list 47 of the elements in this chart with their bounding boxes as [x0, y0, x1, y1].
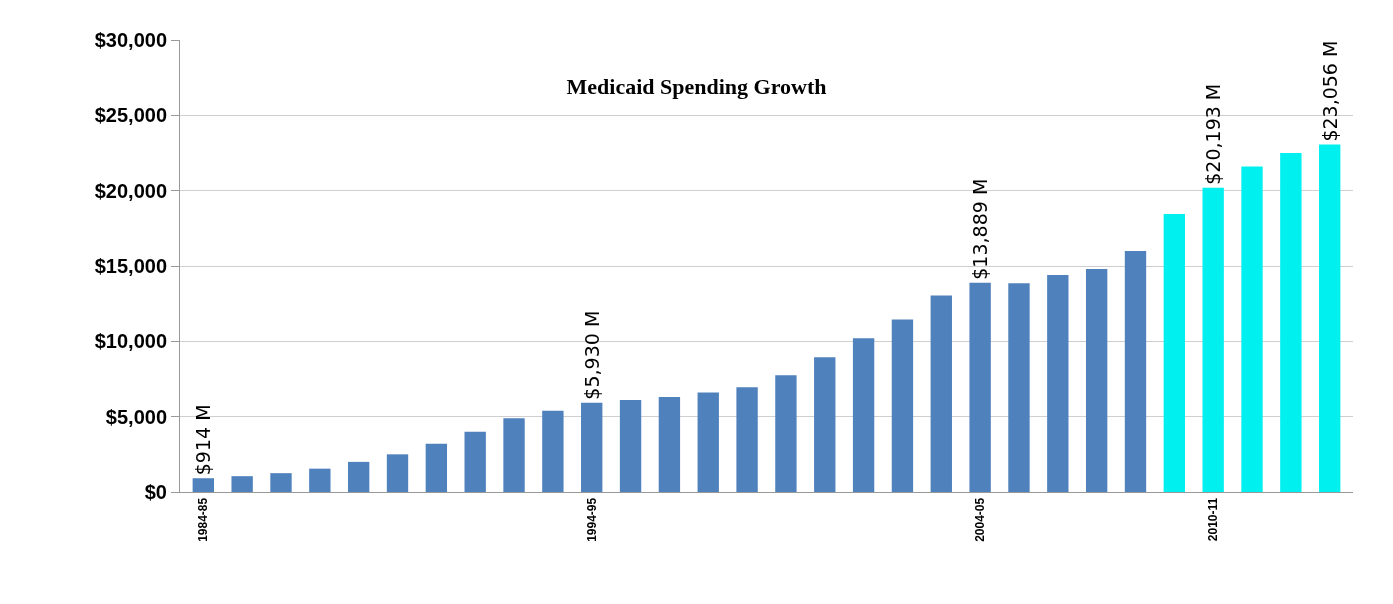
- bar: [1280, 153, 1302, 492]
- data-label: $13,889 M: [969, 178, 992, 280]
- bar: [930, 295, 952, 492]
- bar: [852, 338, 875, 492]
- data-label: $914 M: [192, 404, 215, 476]
- y-tick-label: $25,000: [94, 104, 167, 127]
- data-label: $23,056 M: [1318, 40, 1341, 142]
- bar: [891, 319, 914, 492]
- bar: [309, 468, 331, 492]
- y-tick-label: $30,000: [94, 29, 167, 51]
- y-tick-label: $10,000: [94, 330, 167, 353]
- text: Medicaid Spending Growth: [566, 73, 827, 99]
- y-tick-label: $0: [144, 481, 167, 503]
- x-tick-label: 2004-05: [973, 497, 988, 542]
- y-tick-label: $5,000: [105, 405, 167, 428]
- bar: [658, 397, 681, 492]
- data-label: $20,193 M: [1202, 83, 1225, 185]
- bar: [503, 418, 525, 492]
- bar: [192, 478, 214, 492]
- bar: [347, 461, 370, 492]
- bar: [425, 443, 448, 492]
- bar: [969, 282, 991, 492]
- bar: [1319, 144, 1341, 492]
- bar: [581, 402, 603, 492]
- y-tick-label: $15,000: [94, 255, 167, 277]
- bar: [619, 400, 642, 492]
- bar: [386, 454, 409, 492]
- bar: [1085, 269, 1108, 492]
- x-tick-label: 1984-85: [196, 497, 211, 542]
- bar: [1047, 275, 1069, 492]
- bar: [814, 357, 836, 492]
- bar: [736, 387, 758, 492]
- bar: [270, 473, 292, 492]
- bar: [1202, 187, 1224, 492]
- bar: [542, 410, 564, 492]
- y-tick-label: $20,000: [94, 179, 167, 202]
- bar: [231, 476, 253, 492]
- bar: [775, 375, 797, 492]
- bar: [697, 392, 719, 492]
- bar: [1241, 166, 1263, 492]
- bar: [1163, 214, 1186, 492]
- bar: [464, 431, 486, 492]
- bar: [1008, 283, 1030, 492]
- x-tick-label: 2010-11: [1206, 497, 1221, 542]
- data-label: $5,930 M: [580, 310, 603, 400]
- bar: [1124, 250, 1147, 492]
- x-tick-label: 1994-95: [584, 497, 599, 542]
